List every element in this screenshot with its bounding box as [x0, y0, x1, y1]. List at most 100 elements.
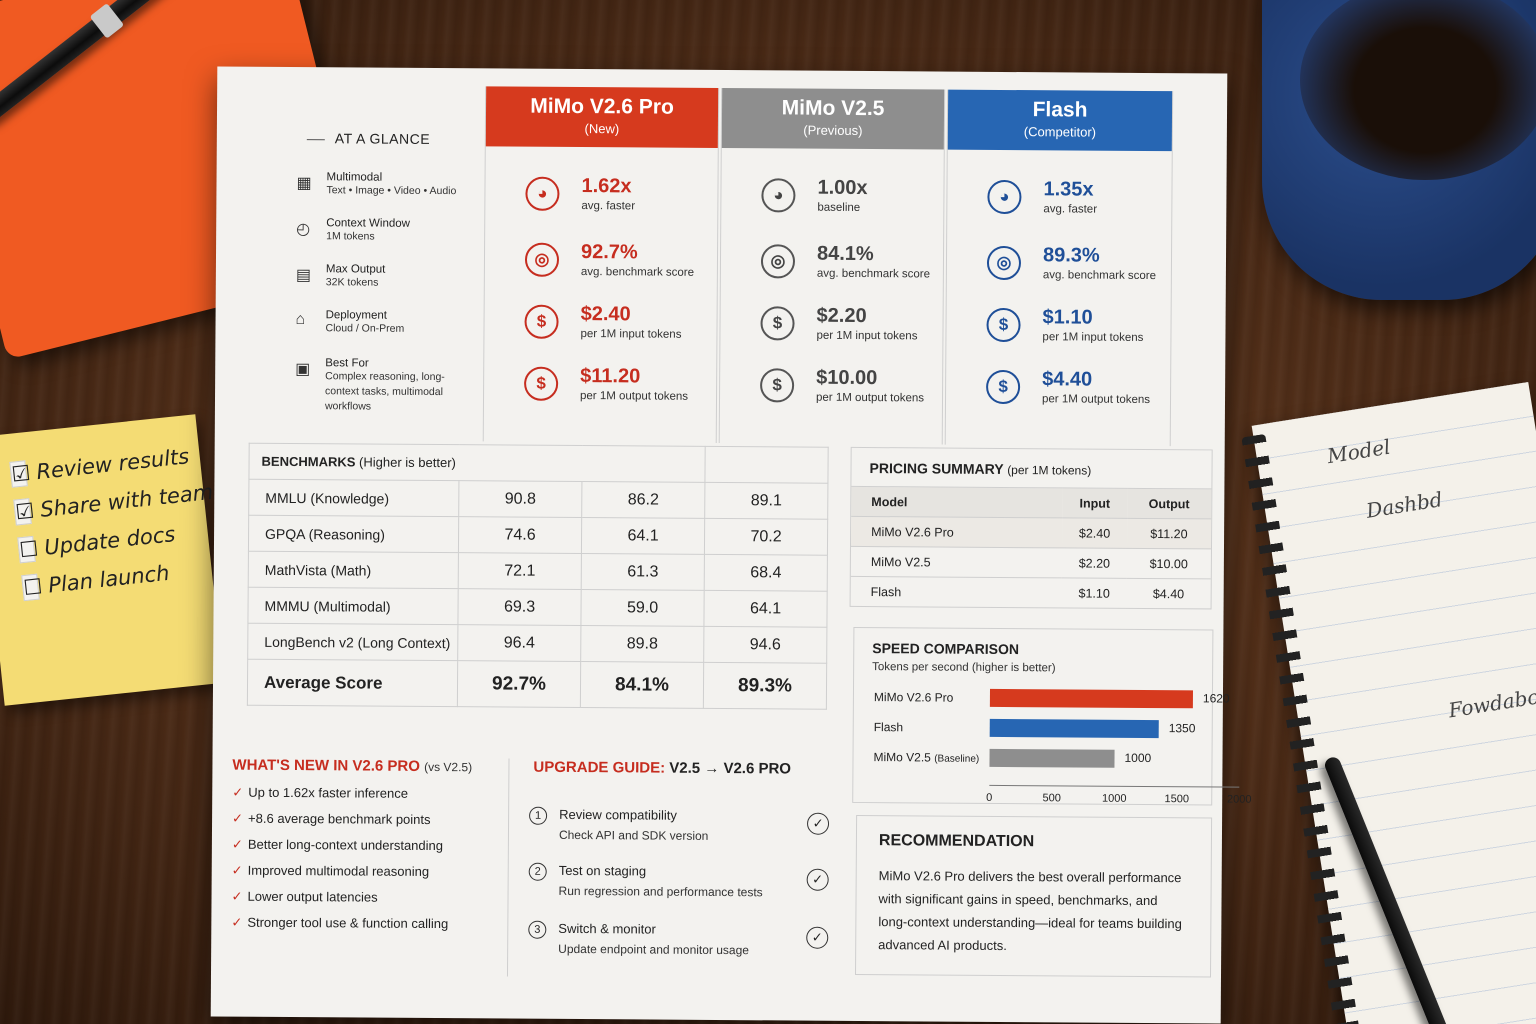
- image-icon: ▦: [296, 175, 312, 193]
- model-column-v26: MiMo V2.6 Pro (New) ◕ 1.62x avg. faster …: [482, 86, 720, 443]
- table-row: MathVista (Math) 72.1 61.3 68.4: [248, 551, 828, 592]
- dollar-icon: $: [524, 304, 559, 339]
- speed-bar: [989, 688, 1193, 709]
- speed-bar: [989, 748, 1115, 768]
- whats-new-title: WHAT'S NEW IN V2.6 PRO (vs V2.5): [232, 756, 473, 775]
- tick-label: 1000: [1101, 792, 1127, 805]
- tick-label: 2000: [1226, 793, 1252, 806]
- notebook-word: Dashbd: [1364, 487, 1445, 523]
- score-metric: ◎ 84.1% avg. benchmark score: [760, 242, 961, 280]
- table-row: GPQA (Reasoning) 74.6 64.1 70.2: [248, 515, 828, 556]
- home-icon: ⌂: [295, 311, 306, 329]
- speed-bar: [989, 718, 1159, 739]
- recommendation-title: RECOMMENDATION: [878, 832, 1035, 851]
- speed-metric: ◕ 1.00x baseline: [761, 176, 961, 214]
- target-icon: ◎: [524, 242, 560, 277]
- comparison-sheet: AT A GLANCE ▦ Multimodal Text • Image • …: [210, 66, 1252, 1024]
- recommendation: RECOMMENDATION MiMo V2.6 Pro delivers th…: [855, 814, 1213, 978]
- notebook-word: Fowdabox: [1446, 682, 1536, 723]
- pricing-table: Model Input Output MiMo V2.6 Pro $2.40 $…: [850, 486, 1212, 609]
- model-column-flash: Flash (Competitor) ◕ 1.35x avg. faster ◎…: [944, 89, 1174, 447]
- table-header: BENCHMARKS (Higher is better): [248, 443, 829, 484]
- average-row: Average Score 92.7% 84.1% 89.3%: [247, 659, 827, 710]
- coffee-surface: [1300, 0, 1536, 180]
- pricing-title: PRICING SUMMARY (per 1M tokens): [869, 460, 1092, 478]
- sticky-item: ☑ Share with team: [13, 479, 215, 526]
- speedometer-icon: ◕: [987, 179, 1022, 215]
- upgrade-guide: UPGRADE GUIDE: V2.5 → V2.6 PRO 1 Review …: [506, 758, 839, 979]
- glance-title: AT A GLANCE: [307, 130, 430, 147]
- check-icon: ✓: [806, 812, 830, 835]
- glance-row: ▣ Best For Complex reasoning, long-conte…: [295, 357, 445, 413]
- recommendation-body: MiMo V2.6 Pro delivers the best overall …: [878, 868, 1182, 954]
- table-row: MiMo V2.6 Pro $2.40 $11.20: [850, 516, 1212, 549]
- speed-metric: ◕ 1.62x avg. faster: [525, 175, 725, 213]
- glance-row: ⌂ Deployment Cloud / On-Prem: [295, 309, 405, 335]
- notebook-word: Model: [1325, 434, 1393, 469]
- input-price-metric: $ $2.20 per 1M input tokens: [760, 304, 960, 342]
- dollar-icon: $: [760, 306, 795, 341]
- sticky-item: ☑ Review results: [9, 444, 191, 488]
- list-item: Lower output latencies: [231, 889, 501, 906]
- table-row: MiMo V2.5 $2.20 $10.00: [850, 546, 1211, 579]
- sticky-item: ☐ Plan launch: [21, 560, 171, 602]
- model-header: Flash (Competitor): [947, 89, 1173, 152]
- whats-new: WHAT'S NEW IN V2.6 PRO (vs V2.5) Up to 1…: [231, 757, 502, 932]
- glance-row: ◴ Context Window 1M tokens: [296, 217, 411, 243]
- input-price-metric: $ $2.40 per 1M input tokens: [524, 303, 724, 341]
- dollar-icon: $: [759, 368, 795, 403]
- score-metric: ◎ 92.7% avg. benchmark score: [524, 241, 725, 279]
- tick-label: 1500: [1164, 793, 1190, 806]
- table-row: MMMU (Multimodal) 69.3 59.0 64.1: [247, 587, 828, 628]
- list-item: Improved multimodal reasoning: [232, 863, 502, 880]
- target-icon: ◎: [760, 244, 796, 279]
- model-header: MiMo V2.6 Pro (New): [485, 86, 719, 148]
- x-axis: [989, 784, 1240, 788]
- speedometer-icon: ◕: [525, 176, 560, 211]
- bar-label: MiMo V2.6 Pro: [873, 690, 954, 705]
- speedometer-icon: ◕: [761, 178, 796, 213]
- pricing-summary: PRICING SUMMARY (per 1M tokens) Model In…: [849, 446, 1213, 610]
- glance-row: ▤ Max Output 32K tokens: [295, 263, 386, 289]
- speed-comparison: SPEED COMPARISON Tokens per second (high…: [852, 626, 1252, 806]
- score-metric: ◎ 89.3% avg. benchmark score: [986, 244, 1187, 282]
- check-icon: ✓: [806, 868, 829, 891]
- output-price-metric: $ $4.40 per 1M output tokens: [985, 368, 1186, 406]
- dollar-icon: $: [985, 369, 1021, 405]
- sticky-item: ☐ Update docs: [17, 522, 177, 564]
- input-price-metric: $ $1.10 per 1M input tokens: [986, 306, 1186, 344]
- badge-icon: ▣: [295, 361, 311, 379]
- upgrade-step: 1 Review compatibility Check API and SDK…: [529, 806, 830, 844]
- output-price-metric: $ $10.00 per 1M output tokens: [759, 366, 960, 404]
- upgrade-title: UPGRADE GUIDE: V2.5 → V2.6 PRO: [533, 758, 792, 778]
- output-price-metric: $ $11.20 per 1M output tokens: [524, 365, 724, 403]
- bar-value: 1000: [1124, 750, 1152, 766]
- tick-label: 500: [1042, 792, 1061, 805]
- model-header: MiMo V2.5 (Previous): [721, 88, 945, 150]
- speed-subtitle: Tokens per second (higher is better): [872, 661, 1056, 675]
- dollar-icon: $: [524, 366, 559, 401]
- speed-title: SPEED COMPARISON: [872, 640, 1020, 658]
- bar-label: MiMo V2.5 (Baseline): [873, 750, 980, 765]
- list-item: Better long-context understanding: [232, 837, 502, 854]
- benchmarks-table: BENCHMARKS (Higher is better) MMLU (Know…: [247, 443, 829, 710]
- target-icon: ◎: [986, 245, 1022, 281]
- calendar-icon: ▤: [295, 267, 312, 285]
- check-icon: ✓: [806, 926, 829, 949]
- sticky-note: ☑ Review results ☑ Share with team ☐ Update…: [0, 414, 224, 706]
- glance-row: ▦ Multimodal Text • Image • Video • Audi…: [296, 171, 457, 198]
- chart-icon: ◴: [296, 221, 311, 239]
- speed-metric: ◕ 1.35x avg. faster: [987, 178, 1187, 216]
- model-column-v25: MiMo V2.5 (Previous) ◕ 1.00x baseline ◎ …: [718, 88, 946, 445]
- list-item: +8.6 average benchmark points: [232, 811, 502, 828]
- table-row: Flash $1.10 $4.40: [850, 576, 1211, 609]
- upgrade-step: 3 Switch & monitor Update endpoint and m…: [528, 920, 829, 958]
- bar-value: 1620: [1202, 691, 1230, 706]
- list-item: Stronger tool use & function calling: [231, 915, 501, 932]
- dollar-icon: $: [986, 307, 1021, 343]
- tick-label: 0: [986, 791, 993, 804]
- table-row: MMLU (Knowledge) 90.8 86.2 89.1: [248, 479, 828, 520]
- bar-label: Flash: [873, 720, 904, 735]
- bar-value: 1350: [1168, 721, 1196, 736]
- upgrade-step: 2 Test on staging Run regression and per…: [528, 862, 829, 900]
